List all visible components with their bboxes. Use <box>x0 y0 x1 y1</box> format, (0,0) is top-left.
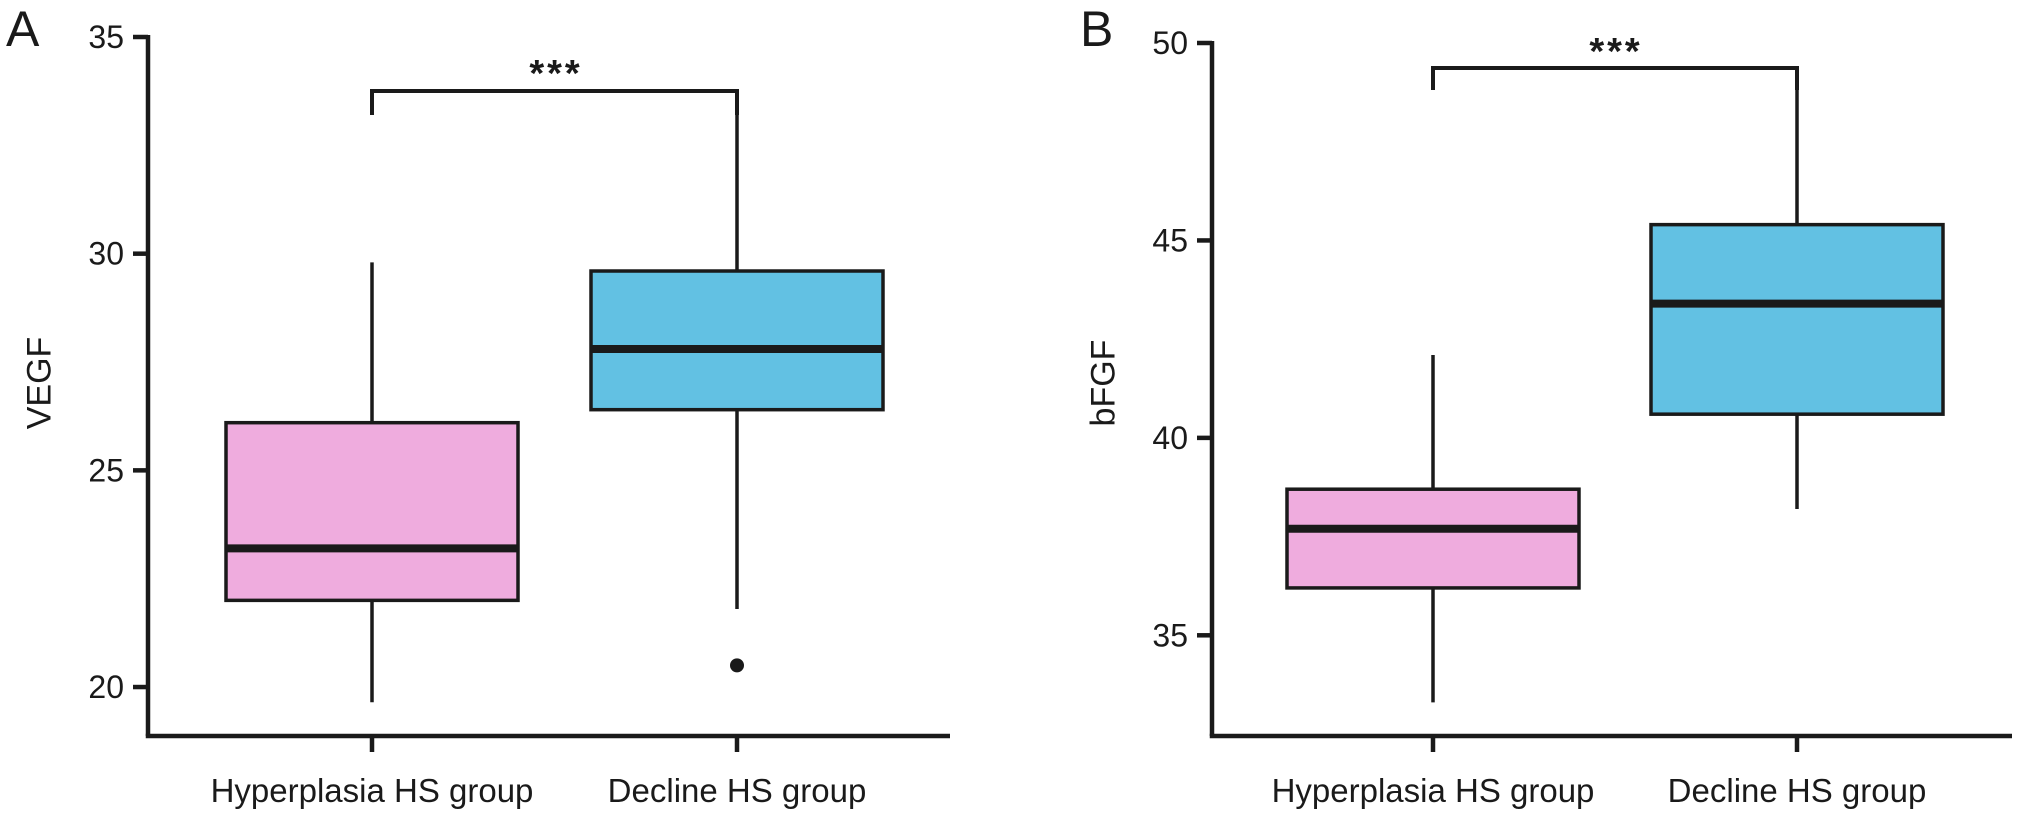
y-axis-tick-label: 20 <box>88 669 124 705</box>
iqr-box <box>224 420 520 603</box>
significance-bracket <box>1431 66 1799 90</box>
y-axis-title-bfgf: bFGF <box>1084 339 1123 427</box>
significance-stars-b: *** <box>1589 31 1643 74</box>
panel-b-letter: B <box>1080 1 1114 57</box>
x-category-label-hyperplasia-b: Hyperplasia HS group <box>1271 772 1595 810</box>
significance-bracket <box>370 89 739 115</box>
y-axis-title-vegf: VEGF <box>20 336 59 430</box>
y-axis-tick-label: 35 <box>88 19 124 55</box>
y-axis-tick-label: 45 <box>1152 222 1188 258</box>
y-axis-tick-label: 30 <box>88 236 124 272</box>
x-category-label-decline-b: Decline HS group <box>1667 772 1927 810</box>
panel-a-letter: A <box>6 1 40 57</box>
y-axis-tick-label: 50 <box>1152 25 1188 61</box>
iqr-box <box>589 269 885 412</box>
y-axis-tick-label: 40 <box>1152 420 1188 456</box>
y-axis-tick-label: 25 <box>88 452 124 488</box>
x-category-label-hyperplasia-a: Hyperplasia HS group <box>210 772 534 810</box>
x-category-label-decline-a: Decline HS group <box>607 772 867 810</box>
significance-stars-a: *** <box>529 53 583 96</box>
iqr-box <box>1285 487 1581 590</box>
y-axis-tick-label: 35 <box>1152 617 1188 653</box>
iqr-box <box>1649 222 1945 416</box>
outlier-point <box>730 658 744 673</box>
